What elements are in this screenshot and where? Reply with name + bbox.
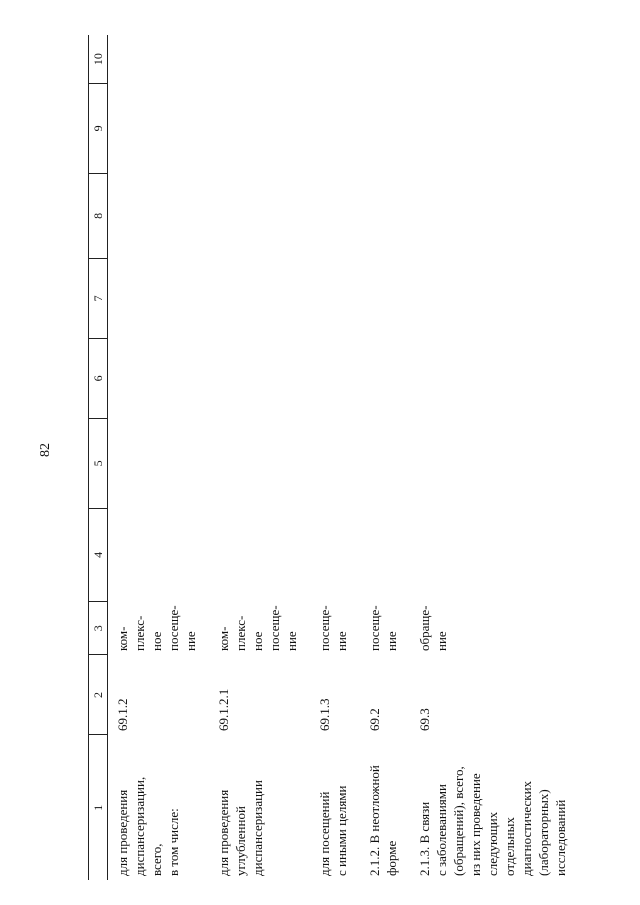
column-header: 10	[88, 35, 108, 84]
empty-cell	[108, 338, 210, 418]
column-header: 3	[88, 601, 108, 655]
table-row: для проведения диспансеризации, всего, в…	[108, 35, 210, 880]
empty-cell	[209, 83, 310, 173]
table-cell: 69.1.3	[317, 698, 332, 732]
empty-cell	[360, 35, 410, 83]
column-header: 2	[88, 655, 108, 735]
table-cell: посеще- ние	[317, 605, 349, 651]
empty-cell	[410, 418, 579, 508]
empty-cell	[360, 173, 410, 258]
table-row: для проведения углубленной диспансеризац…	[209, 35, 310, 880]
header-row: 1 2 3 4 5 6 7 8 9 10	[88, 35, 108, 880]
table-cell: 2.1.2. В неотложной форме	[367, 765, 399, 876]
column-header: 6	[88, 338, 108, 419]
table-cell: 69.2	[367, 708, 382, 731]
empty-cell	[108, 418, 210, 508]
table-row: для посещений с иными целями 69.1.3 посеще…	[310, 35, 360, 880]
empty-cell	[209, 418, 310, 508]
table-cell: обраще- ние	[417, 605, 449, 652]
column-header: 5	[88, 418, 108, 509]
empty-cell	[360, 508, 410, 601]
empty-cell	[360, 418, 410, 508]
table-cell: для проведения диспансеризации, всего, в…	[115, 776, 181, 876]
empty-cell	[310, 35, 360, 83]
table-cell: ком- плекс- ное посеще- ние	[115, 605, 198, 651]
page-number: 82	[38, 443, 53, 457]
table-cell: для посещений с иными целями	[317, 785, 349, 876]
table-cell: 69.1.2	[115, 698, 130, 732]
empty-cell	[410, 83, 579, 173]
empty-cell	[209, 338, 310, 418]
empty-cell	[310, 418, 360, 508]
empty-cell	[410, 35, 579, 83]
table-cell: для проведения углубленной диспансеризац…	[216, 780, 265, 876]
empty-cell	[108, 173, 210, 258]
table-cell: посеще- ние	[367, 605, 399, 651]
column-header: 4	[88, 508, 108, 602]
column-header: 7	[88, 258, 108, 339]
empty-cell	[310, 338, 360, 418]
empty-cell	[310, 173, 360, 258]
empty-cell	[410, 508, 579, 601]
empty-cell	[310, 83, 360, 173]
table-cell: 69.3	[417, 708, 432, 731]
empty-cell	[360, 338, 410, 418]
table-row: 2.1.3. В связи с заболеваниями (обращени…	[410, 35, 579, 880]
empty-cell	[410, 258, 579, 338]
empty-cell	[410, 338, 579, 418]
column-header: 9	[88, 83, 108, 174]
empty-cell	[360, 258, 410, 338]
empty-cell	[209, 508, 310, 601]
empty-cell	[209, 258, 310, 338]
empty-cell	[310, 508, 360, 601]
column-header: 1	[88, 735, 108, 880]
table-cell: ком- плекс- ное посеще- ние	[216, 605, 299, 651]
empty-cell	[410, 173, 579, 258]
empty-cell	[108, 508, 210, 601]
empty-cell	[108, 258, 210, 338]
empty-cell	[108, 83, 210, 173]
empty-cell	[360, 83, 410, 173]
table: 1 2 3 4 5 6 7 8 9 10 для проведения диспансеризац…	[88, 35, 579, 880]
empty-cell	[209, 35, 310, 83]
table-cell: 69.1.2.1	[216, 688, 231, 731]
table-cell: 2.1.3. В связи с заболеваниями (обращени…	[417, 766, 568, 876]
empty-cell	[310, 258, 360, 338]
table-row: 2.1.2. В неотложной форме 69.2 посеще- ние	[360, 35, 410, 880]
empty-cell	[209, 173, 310, 258]
column-header: 8	[88, 173, 108, 259]
empty-cell	[108, 35, 210, 83]
table-body: для проведения диспансеризации, всего, в…	[108, 35, 580, 880]
